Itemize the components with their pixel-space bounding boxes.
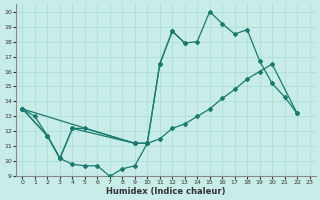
X-axis label: Humidex (Indice chaleur): Humidex (Indice chaleur) — [106, 187, 226, 196]
